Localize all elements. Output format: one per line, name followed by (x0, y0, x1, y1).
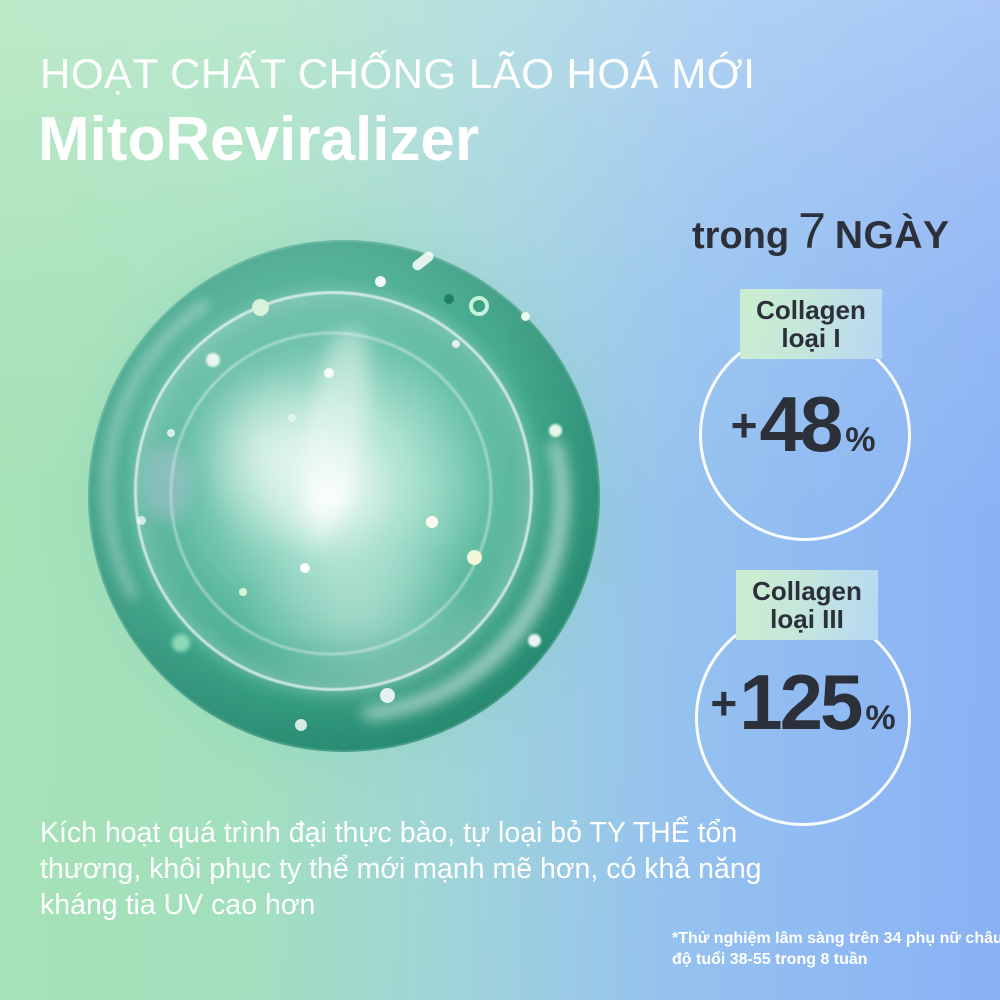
bubble-iridescence (144, 444, 191, 522)
description-text: Kích hoạt quá trình đại thực bào, tự loạ… (40, 815, 762, 923)
bubble-droplet (172, 634, 191, 653)
description-line: kháng tia UV cao hơn (40, 889, 316, 921)
bubble-droplet (374, 275, 386, 287)
percent-sign: % (845, 421, 876, 459)
bubble-droplet (205, 352, 220, 367)
bubble-droplet (528, 634, 542, 648)
stat-value-collagen-3: + 125 % (710, 663, 895, 741)
kicker-text: HOẠT CHẤT CHỐNG LÃO HOÁ MỚI (40, 50, 756, 97)
serum-bubble-image (42, 194, 656, 808)
bubble-droplet (295, 718, 308, 731)
plus-sign: + (730, 399, 758, 451)
bubble-droplet (323, 368, 334, 378)
bubble-droplet (466, 549, 482, 565)
bubble-droplet (425, 516, 438, 529)
bubble-inner-ring (169, 332, 493, 655)
stat-label-line: Collagen (756, 295, 866, 325)
stat-label-line: loại I (781, 323, 841, 353)
bubble-droplet (287, 414, 296, 423)
brand-name: MitoReviralizer (38, 105, 480, 174)
plus-sign: + (710, 677, 738, 729)
disclaimer-line: *Thử nghiệm lâm sàng trên 34 phụ nữ châu… (672, 930, 1000, 947)
bubble-droplet (239, 588, 248, 597)
heading-unit: NGÀY (834, 214, 950, 257)
disclaimer-line: độ tuổi 38-55 trong 8 tuần (672, 951, 868, 968)
stat-label-collagen-1: Collagen loại I (740, 289, 882, 359)
stat-number: 125 (739, 658, 863, 746)
heading-prefix: trong (692, 215, 790, 257)
stat-label-collagen-3: Collagen loại III (736, 570, 878, 640)
bubble-droplet (548, 424, 562, 438)
bubble-droplet (410, 250, 436, 273)
bubble-droplet (251, 298, 269, 316)
heading-number: 7 (798, 203, 826, 259)
bubble-droplet (167, 429, 176, 438)
bubble-droplet (469, 296, 490, 317)
description-line: thương, khôi phục ty thể mới mạnh mẽ hơn… (40, 853, 762, 885)
bubble-droplet (443, 293, 454, 304)
stat-number: 48 (759, 380, 843, 468)
disclaimer-text: *Thử nghiệm lâm sàng trên 34 phụ nữ châu… (672, 928, 1000, 970)
bubble-glow (241, 536, 478, 701)
stat-label-line: loại III (770, 604, 844, 634)
bubble-droplet (136, 516, 146, 526)
bubble-droplet (451, 339, 460, 348)
percent-sign: % (865, 699, 896, 737)
stat-label-line: Collagen (752, 576, 862, 606)
results-heading: trong 7 NGÀY (692, 202, 950, 260)
description-line: Kích hoạt quá trình đại thực bào, tự loạ… (40, 817, 738, 849)
stat-value-collagen-1: + 48 % (731, 385, 876, 463)
bubble-droplet (300, 562, 311, 573)
bubble-droplet (520, 311, 530, 321)
bubble-droplet (379, 688, 395, 703)
